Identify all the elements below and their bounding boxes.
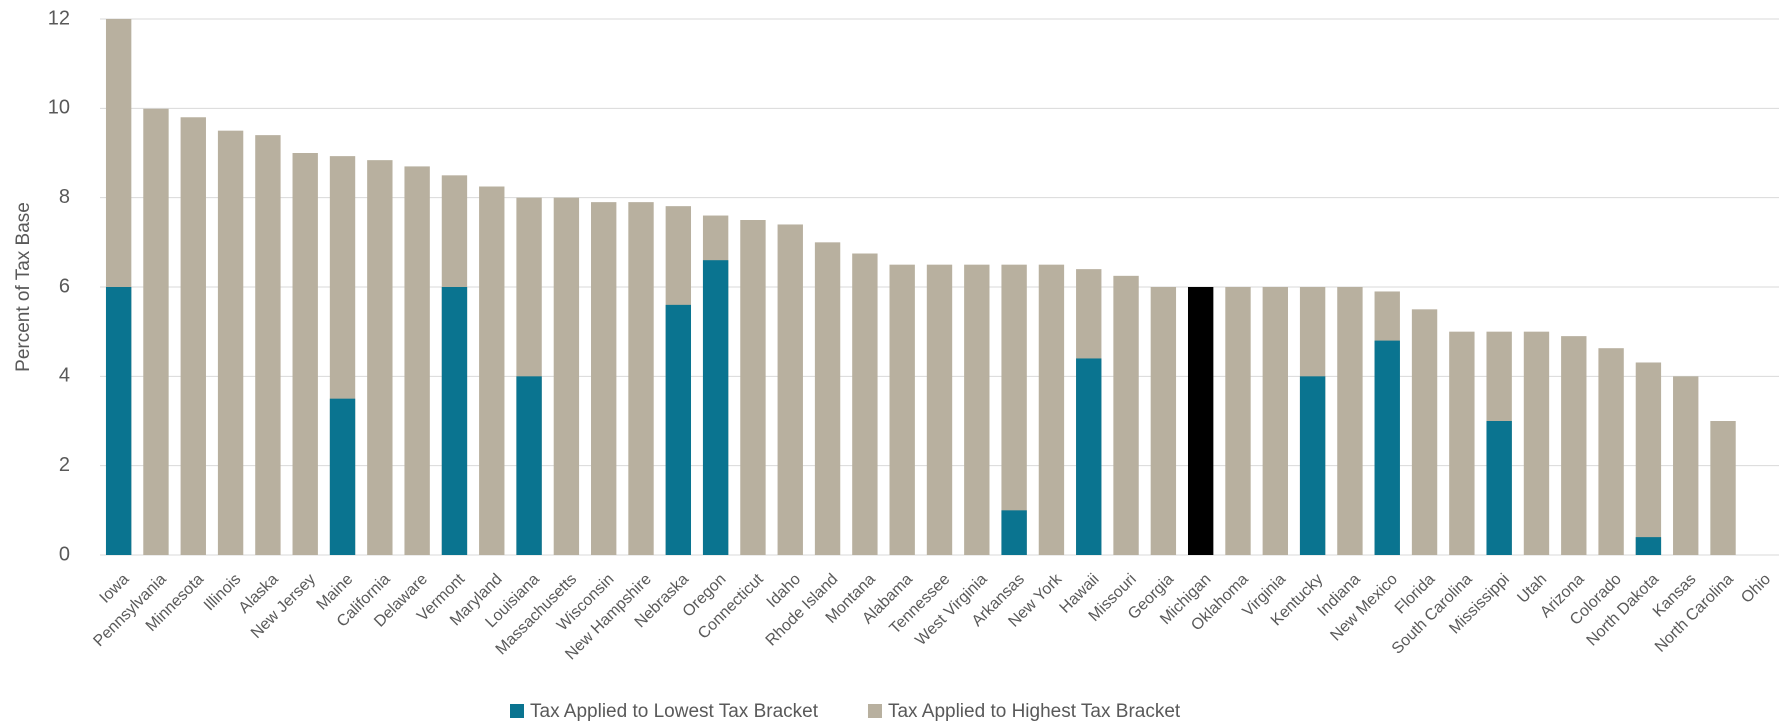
y-tick-label: 6 (59, 275, 70, 297)
bar (1449, 331, 1475, 555)
bar (516, 376, 542, 555)
y-tick-label: 4 (59, 365, 70, 387)
bar (964, 264, 990, 555)
bar (1673, 376, 1699, 555)
bar (740, 220, 766, 555)
bar (1299, 376, 1326, 555)
y-tick-label: 8 (59, 186, 70, 208)
bar (1337, 287, 1363, 555)
bar (777, 224, 803, 555)
bar (180, 117, 206, 556)
bar (1225, 287, 1251, 555)
bar (1411, 309, 1438, 555)
bar (1635, 362, 1662, 555)
y-tick-label: 2 (59, 454, 70, 476)
bar (217, 130, 244, 555)
legend-swatch (510, 704, 524, 718)
y-tick-label: 10 (48, 97, 70, 119)
bar (404, 166, 430, 555)
bar (367, 160, 393, 555)
bar (926, 264, 953, 555)
bar (1187, 287, 1214, 555)
bar (1710, 421, 1736, 555)
bar (441, 287, 468, 555)
bar (889, 264, 915, 555)
y-tick-label: 0 (59, 543, 70, 565)
bar (105, 287, 132, 555)
bar (628, 202, 654, 555)
bar (255, 135, 281, 555)
bar (591, 202, 617, 555)
bar (1038, 264, 1065, 555)
legend-label: Tax Applied to Highest Tax Bracket (888, 701, 1181, 722)
bar (292, 153, 318, 555)
bar (479, 186, 505, 555)
y-axis-label: Percent of Tax Base (13, 202, 34, 372)
bar (1150, 287, 1177, 555)
bar (665, 304, 692, 555)
bar (852, 253, 878, 555)
bar (1001, 264, 1027, 555)
bar (1374, 340, 1400, 555)
bar (553, 197, 580, 555)
bar (329, 398, 356, 555)
bar (1001, 510, 1027, 555)
y-tick-label: 12 (48, 7, 70, 29)
legend-swatch (867, 704, 882, 718)
bar (143, 108, 169, 555)
bar (814, 242, 841, 556)
bar (1523, 331, 1550, 555)
bar (1076, 358, 1102, 555)
bar (1598, 348, 1624, 555)
bar (1486, 421, 1512, 555)
bar (1561, 336, 1587, 555)
bar (1113, 275, 1139, 555)
bar (1635, 537, 1662, 555)
bar (702, 260, 729, 555)
x-tick-label: Ohio (1738, 571, 1774, 607)
legend-label: Tax Applied to Lowest Tax Bracket (530, 701, 819, 722)
bar (1262, 287, 1288, 555)
